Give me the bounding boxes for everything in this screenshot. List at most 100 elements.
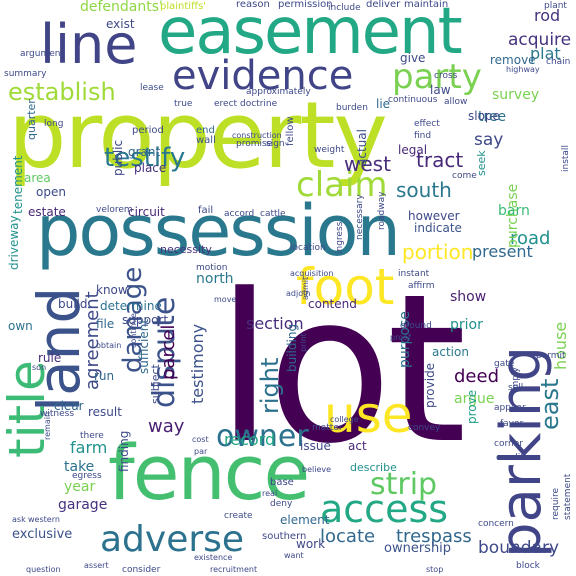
cloud-word: seek (475, 150, 488, 176)
cloud-word: chain (546, 57, 571, 67)
cloud-word: show (450, 289, 487, 305)
cloud-word: owner (216, 419, 309, 454)
cloud-word: argue (454, 391, 495, 407)
cloud-word: western (28, 515, 60, 524)
cloud-word: legal (398, 143, 428, 157)
cloud-word: prove (465, 389, 479, 424)
cloud-word: record (224, 430, 276, 449)
cloud-word: north (196, 271, 234, 287)
cloud-word: continue (129, 313, 138, 348)
cloud-word: end (196, 125, 215, 136)
cloud-word: plaintiffs' (160, 1, 206, 12)
cloud-word: determine (100, 299, 162, 313)
cloud-word: survey (492, 87, 540, 103)
cloud-word: area (24, 171, 51, 185)
cloud-word: rule (38, 351, 62, 365)
cloud-word: testimony (188, 323, 207, 404)
cloud-word: clear (54, 399, 84, 413)
cloud-word: describe (350, 461, 397, 474)
cloud-word: par (194, 447, 208, 456)
cloud-word: building (285, 323, 299, 372)
cloud-word: condition (496, 453, 538, 463)
cloud-word: necessity (160, 243, 212, 256)
cloud-word: believe (302, 465, 332, 474)
cloud-word: instant (398, 269, 430, 279)
cloud-word: roadway (377, 191, 387, 230)
cloud-word: rod (534, 6, 561, 25)
cloud-word: construction (232, 131, 282, 140)
cloud-word: permit (536, 351, 566, 361)
cloud-word: period (132, 125, 164, 136)
cloud-word: witness (40, 409, 75, 419)
cloud-word: base (270, 477, 294, 488)
cloud-word: plant (544, 1, 567, 11)
cloud-word: way (148, 416, 185, 437)
cloud-word: east (536, 378, 564, 430)
cloud-word: recruitment (210, 565, 258, 574)
cloud-word: south (396, 178, 452, 202)
cloud-word: existence (194, 553, 233, 562)
cloud-word: support (122, 313, 169, 327)
cloud-word: own (8, 319, 33, 333)
cloud-word: say (474, 130, 504, 150)
cloud-word: convey (408, 423, 441, 433)
cloud-word: obtain (96, 341, 122, 350)
cloud-word: acquisition (290, 269, 334, 278)
cloud-word: fail (198, 205, 214, 216)
cloud-word: there (80, 431, 104, 441)
cloud-word: portion (402, 240, 474, 264)
cloud-word: cost (192, 435, 209, 444)
cloud-word: ground (400, 321, 432, 331)
cloud-word: appear (494, 403, 526, 413)
cloud-word: deed (454, 366, 499, 387)
cloud-word: require (551, 488, 561, 520)
cloud-word: boundary (478, 538, 559, 558)
cloud-word: erect (214, 99, 238, 109)
cloud-word: lease (140, 83, 164, 93)
cloud-word: remain (43, 411, 52, 440)
cloud-word: include (328, 3, 361, 13)
cloud-word: finding (117, 430, 131, 472)
cloud-word: motion (196, 263, 228, 273)
cloud-word: proof (390, 333, 411, 342)
cloud-word: deny (270, 499, 293, 509)
cloud-word: run (94, 369, 115, 383)
cloud-word: tenement (11, 155, 25, 214)
cloud-word: indicate (414, 221, 462, 235)
cloud-word: reason (236, 0, 270, 10)
cloud-word: subject (149, 364, 162, 404)
cloud-word: contend (308, 297, 357, 311)
cloud-word: evidence (172, 53, 354, 99)
cloud-word: testify (104, 143, 186, 173)
cloud-word: however (408, 209, 460, 223)
cloud-word: locate (320, 526, 376, 547)
cloud-word: burden (336, 103, 368, 113)
cloud-word: permission (278, 0, 333, 10)
cloud-word: trespass (396, 526, 472, 547)
cloud-word: summary (4, 69, 47, 79)
cloud-word: adjoin (286, 289, 311, 298)
cloud-word: lot (216, 251, 467, 489)
cloud-word: farm (70, 438, 108, 457)
cloud-word: exist (106, 17, 135, 31)
cloud-word: son (32, 363, 47, 372)
cloud-word: road (510, 228, 551, 249)
cloud-word: question (26, 565, 61, 574)
cloud-word: college (330, 415, 359, 424)
cloud-word: consider (122, 565, 161, 575)
cloud-word: estate (28, 205, 66, 219)
cloud-word: maintain (404, 0, 449, 10)
cloud-word: open (36, 185, 66, 199)
cloud-word: find (414, 131, 432, 141)
cloud-word: statement (563, 473, 573, 520)
cloud-word: cross (434, 71, 458, 81)
cloud-word: circuit (128, 205, 165, 219)
cloud-word: concern (478, 519, 514, 529)
cloud-word: want (284, 551, 304, 560)
cloud-word: plat (530, 44, 561, 63)
cloud-word: fellow (285, 116, 296, 146)
cloud-word: west (344, 152, 391, 176)
cloud-word: highway (506, 65, 540, 74)
cloud-word: slope (468, 109, 500, 123)
